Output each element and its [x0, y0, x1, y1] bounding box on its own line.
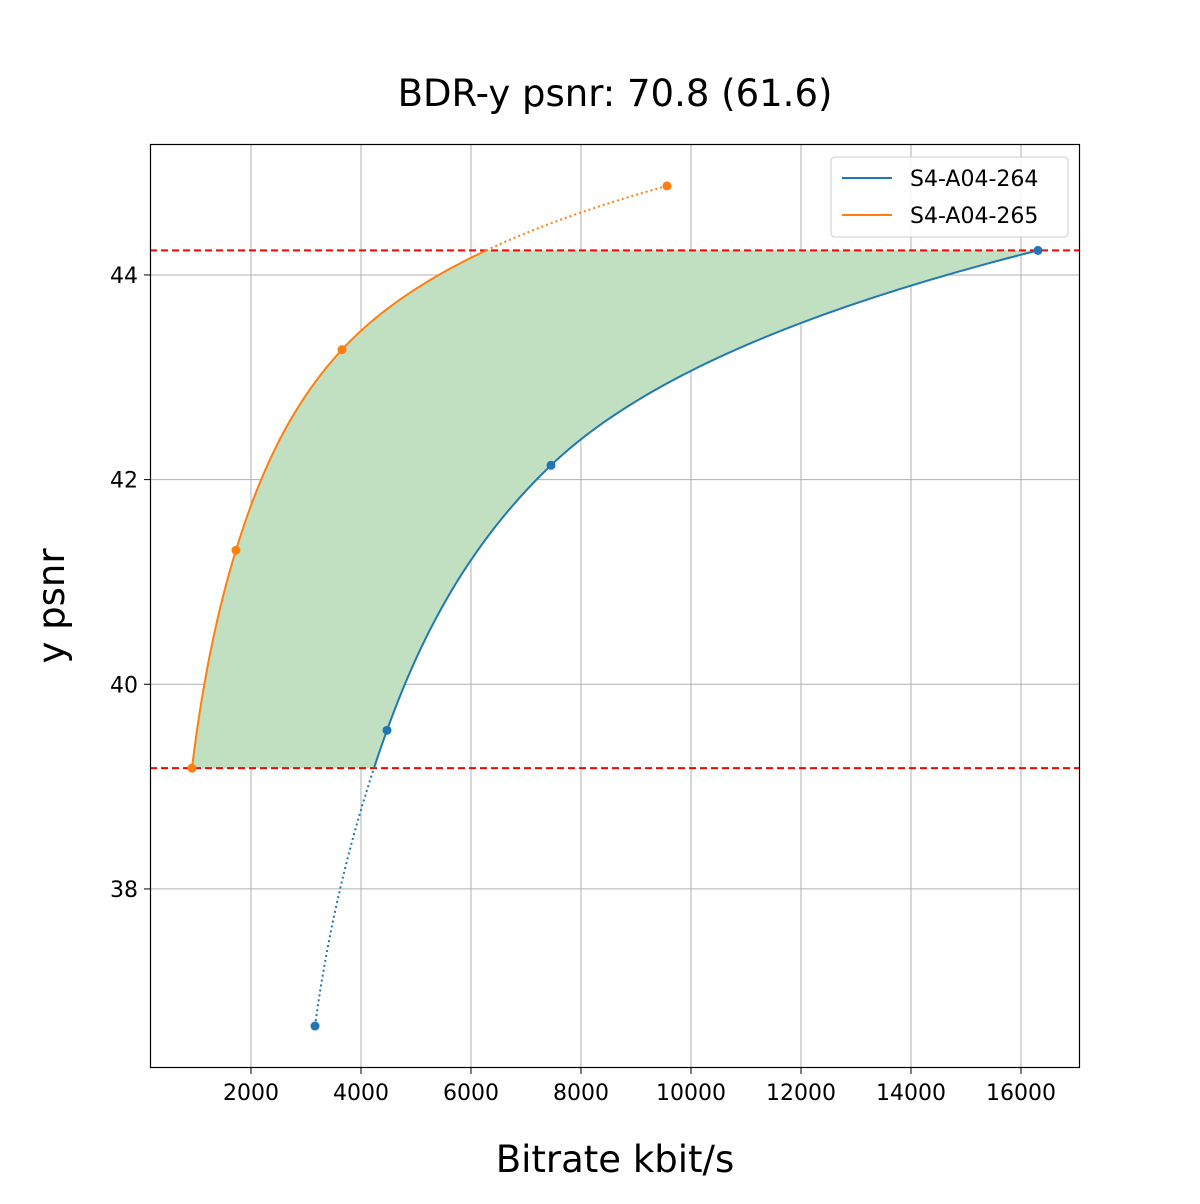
series-S4-A04-265-point	[231, 545, 241, 555]
series-S4-A04-265-point	[187, 763, 197, 773]
x-tick-label: 16000	[986, 1081, 1056, 1106]
y-tick-label: 44	[110, 264, 138, 289]
x-tick-label: 2000	[223, 1081, 279, 1106]
y-tick-label: 42	[110, 469, 138, 494]
series-S4-A04-264-point	[310, 1021, 320, 1031]
x-tick-label: 6000	[443, 1081, 499, 1106]
bd-rate-fill-area	[191, 250, 1038, 769]
series-S4-A04-265-line	[190, 249, 487, 769]
plot-frame	[149, 143, 1081, 1069]
series-S4-A04-265-point	[337, 345, 347, 355]
y-axis-label: y psnr	[30, 548, 73, 664]
x-tick-label: 8000	[553, 1081, 609, 1106]
legend-label: S4-A04-264	[910, 167, 1038, 192]
x-tick-label: 12000	[766, 1081, 836, 1106]
x-tick-label: 14000	[876, 1081, 946, 1106]
series-S4-A04-264-point	[546, 460, 556, 470]
x-axis-label: Bitrate kbit/s	[496, 1138, 735, 1181]
series-S4-A04-265-extrapolated-line	[485, 184, 668, 252]
series-S4-A04-264-point	[1033, 245, 1043, 255]
chart-title: BDR-y psnr: 70.8 (61.6)	[398, 72, 833, 115]
legend-label: S4-A04-265	[910, 204, 1038, 229]
y-tick-label: 38	[110, 878, 138, 903]
legend: S4-A04-264 S4-A04-265	[830, 156, 1069, 238]
series-S4-A04-264-line	[373, 249, 1039, 769]
series-S4-A04-265-point	[662, 181, 672, 191]
series-S4-A04-264-extrapolated-line	[314, 767, 375, 1027]
x-tick-label: 10000	[656, 1081, 726, 1106]
series-S4-A04-264-point	[382, 725, 392, 735]
x-tick-label: 4000	[333, 1081, 389, 1106]
y-tick-label: 40	[110, 673, 138, 698]
